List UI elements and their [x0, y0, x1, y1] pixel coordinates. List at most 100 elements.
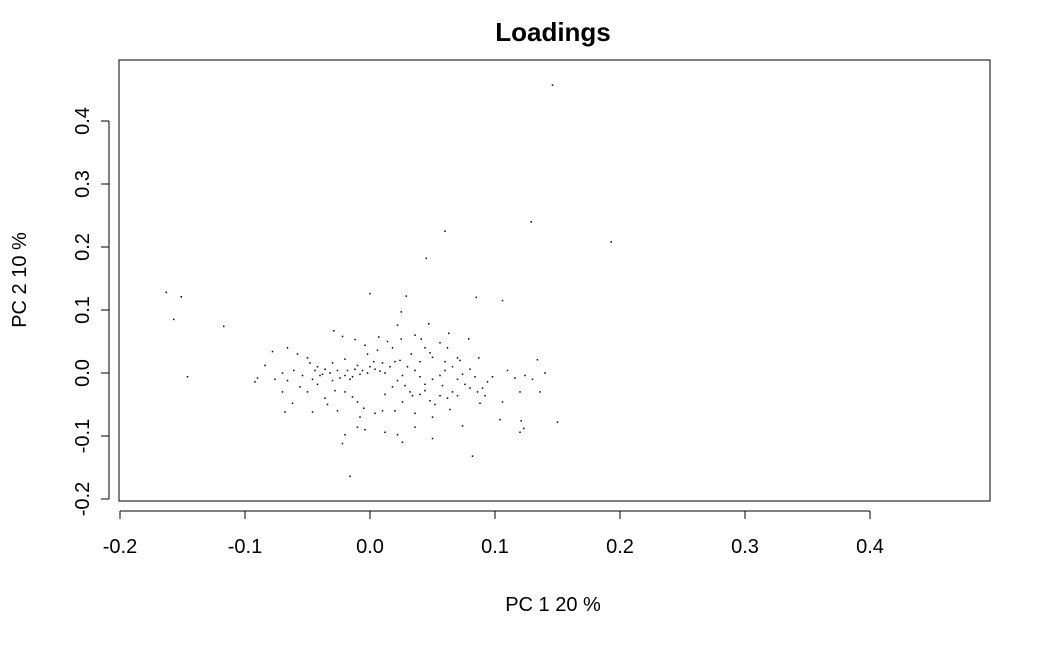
data-point — [409, 391, 411, 393]
data-point — [351, 396, 354, 398]
data-point — [374, 412, 376, 415]
data-point — [344, 358, 346, 360]
y-tick-label: 0.3 — [72, 170, 94, 198]
data-point — [519, 391, 521, 393]
data-point — [364, 344, 366, 347]
data-point — [556, 421, 559, 423]
data-point — [414, 426, 416, 428]
data-point — [424, 389, 426, 392]
x-axis: -0.2 -0.1 0.0 0.1 0.2 0.3 0.4 — [103, 510, 884, 558]
data-point — [469, 387, 471, 389]
data-point — [394, 410, 396, 412]
data-point — [346, 369, 349, 372]
data-point — [536, 359, 539, 361]
data-point — [514, 377, 516, 379]
data-point — [610, 241, 612, 243]
data-point — [456, 378, 459, 381]
data-point — [425, 257, 427, 260]
data-point — [428, 323, 430, 325]
data-point — [324, 368, 326, 370]
y-axis-title: PC 2 10 % — [9, 232, 31, 328]
data-point — [461, 373, 464, 376]
data-point — [316, 365, 319, 368]
data-point — [446, 347, 449, 349]
data-point — [400, 338, 402, 340]
data-point — [551, 84, 554, 86]
data-point — [414, 412, 416, 415]
data-point — [448, 332, 450, 335]
data-point — [374, 368, 376, 370]
data-point — [314, 369, 316, 372]
y-tick-label: 0.2 — [72, 233, 94, 261]
data-point — [468, 338, 470, 340]
data-point — [293, 369, 295, 372]
data-point — [405, 295, 407, 297]
data-point — [401, 441, 404, 444]
data-point — [449, 408, 451, 411]
data-point — [316, 383, 319, 386]
data-point — [356, 401, 359, 403]
data-point — [306, 391, 309, 393]
data-point — [499, 418, 501, 421]
data-point — [359, 373, 361, 376]
data-point — [386, 340, 389, 343]
data-point — [336, 410, 339, 412]
data-point — [439, 394, 441, 397]
data-point — [296, 353, 299, 355]
data-point — [369, 292, 371, 295]
data-point — [491, 376, 494, 378]
data-point — [451, 365, 454, 368]
data-point — [331, 362, 334, 364]
data-point — [439, 342, 441, 344]
data-point — [414, 369, 416, 372]
data-point — [400, 311, 402, 313]
data-point — [471, 455, 474, 457]
data-point — [414, 334, 416, 336]
data-point — [456, 357, 459, 359]
data-point — [469, 368, 471, 370]
data-point — [376, 349, 379, 352]
data-point — [186, 376, 189, 378]
data-point — [391, 347, 394, 349]
data-point — [424, 383, 426, 386]
data-point — [326, 403, 329, 406]
data-point — [461, 425, 464, 427]
data-point — [264, 364, 266, 367]
data-point — [444, 360, 446, 363]
data-point — [366, 372, 369, 374]
data-point — [429, 352, 431, 354]
data-point — [419, 376, 421, 378]
data-point — [379, 370, 381, 372]
data-point — [349, 378, 351, 381]
data-point — [359, 416, 361, 418]
data-point — [384, 372, 386, 374]
data-point — [331, 379, 334, 382]
data-point — [431, 416, 434, 418]
data-point — [530, 221, 532, 223]
data-point — [319, 374, 321, 377]
data-point — [419, 393, 421, 396]
data-point — [404, 384, 406, 387]
data-point — [373, 360, 375, 363]
x-tick-label: 0.3 — [731, 536, 759, 558]
data-point — [399, 359, 401, 362]
y-tick-label: 0.0 — [72, 359, 94, 387]
data-point — [396, 379, 399, 382]
data-point — [349, 475, 351, 478]
data-point — [256, 377, 259, 379]
data-point — [351, 376, 354, 378]
data-point — [456, 394, 459, 397]
data-point — [444, 230, 446, 232]
data-point — [401, 374, 404, 377]
data-point — [441, 384, 444, 387]
data-point — [334, 389, 336, 392]
data-point — [394, 360, 396, 363]
y-axis: -0.2 -0.1 0.0 0.1 0.2 0.3 0.4 — [72, 107, 110, 516]
chart-title: Loadings — [495, 17, 611, 47]
data-point — [411, 394, 414, 397]
data-point — [451, 391, 454, 393]
data-point — [396, 324, 399, 326]
data-point — [391, 386, 394, 388]
data-point — [336, 369, 339, 372]
